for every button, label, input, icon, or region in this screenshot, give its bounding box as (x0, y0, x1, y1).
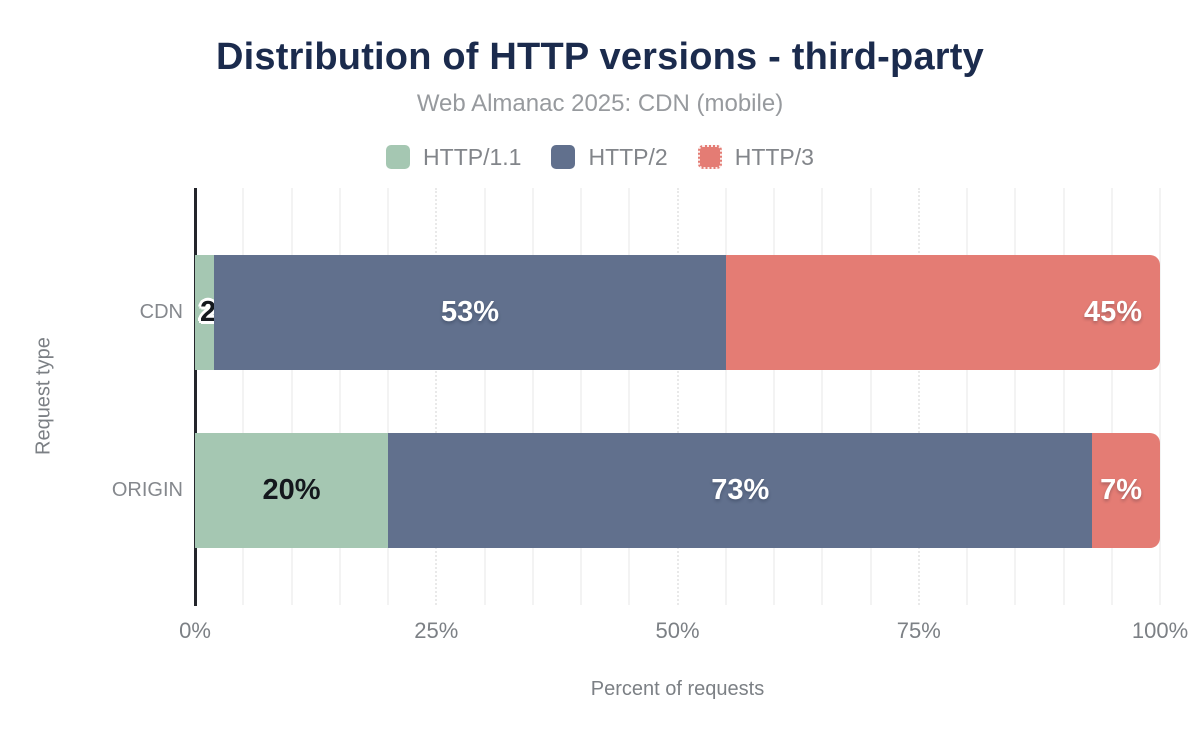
gridline-100 (1159, 188, 1161, 605)
http2-swatch (551, 145, 576, 169)
legend-item-http2[interactable]: HTTP/2 (551, 143, 668, 171)
x-tick-label-100: 100% (1131, 618, 1189, 643)
gridline-35 (531, 188, 534, 605)
gridline-30 (483, 188, 486, 605)
category-label-origin: ORIGIN (111, 479, 183, 501)
gridline-75 (917, 188, 920, 605)
bar-segment-http3-origin[interactable] (1092, 433, 1160, 548)
bar-value-label-http3-origin: 7% (1100, 474, 1142, 506)
gridline-90 (1062, 188, 1065, 605)
bar-row-cdn: 2%53%45% (195, 255, 1160, 370)
bar-segment-http2-origin[interactable] (388, 433, 1093, 548)
bar-value-label-http11-origin: 20% (262, 474, 321, 506)
chart-title: Distribution of HTTP versions - third-pa… (216, 36, 984, 78)
plot-area: 2%53%45%20%73%7% (194, 188, 1161, 606)
legend: HTTP/1.1 HTTP/2 HTTP/3 (0, 141, 1200, 173)
http3-swatch (697, 145, 722, 169)
http11-swatch (386, 145, 411, 169)
bar-value-label-http2-cdn: 53% (440, 296, 500, 328)
legend-item-http3[interactable]: HTTP/3 (697, 143, 814, 171)
bar-row-origin: 20% 73% 7% (195, 433, 1160, 548)
gridline-60 (773, 188, 775, 605)
gridline-20 (387, 188, 389, 605)
legend-label-http3: HTTP/3 (734, 143, 814, 170)
chart-subtitle: Web Almanac 2025: CDN (mobile) (416, 90, 784, 117)
gridline-5 (242, 188, 245, 605)
category-label-cdn: CDN (139, 301, 183, 323)
gridline-45 (628, 188, 631, 605)
x-tick-label-25: 25% (414, 618, 459, 643)
x-tick-label-0: 0% (179, 618, 211, 643)
bar-value-label-http3-cdn: 45% (1083, 296, 1142, 328)
bar-segment-http11-origin[interactable] (195, 433, 388, 548)
x-axis-title: Percent of requests (590, 678, 765, 700)
gridline-55 (724, 188, 727, 605)
gridline-25 (435, 188, 438, 605)
legend-label-http2: HTTP/2 (588, 143, 668, 170)
gridline-65 (821, 188, 824, 605)
gridline-15 (338, 188, 341, 605)
gridline-40 (580, 188, 582, 605)
bar-value-label-http2-origin: 73% (711, 474, 770, 506)
x-tick-label-75: 75% (896, 618, 941, 643)
x-tick-label-50: 50% (655, 618, 700, 643)
gridline-85 (1014, 188, 1017, 605)
gridline-80 (966, 188, 968, 605)
gridline-95 (1110, 188, 1113, 605)
legend-item-http11[interactable]: HTTP/1.1 (386, 144, 521, 171)
bar-segment-http3-cdn[interactable] (725, 255, 1160, 370)
legend-label-http11: HTTP/1.1 (423, 143, 522, 170)
bar-segment-http2-cdn[interactable] (214, 255, 726, 370)
bar-segment-http11-cdn[interactable] (195, 255, 215, 370)
gridline-50 (676, 188, 679, 605)
gridline-10 (290, 188, 293, 605)
gridline-70 (869, 188, 872, 605)
y-axis-line (194, 188, 197, 606)
